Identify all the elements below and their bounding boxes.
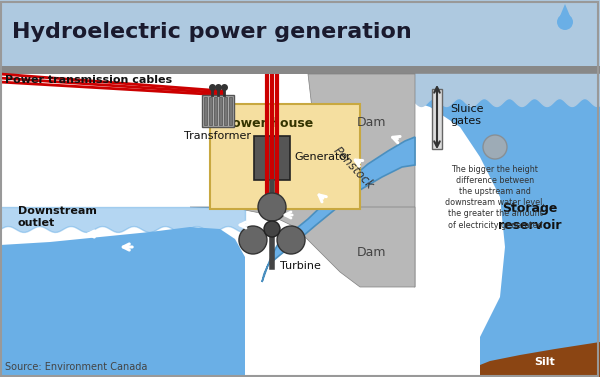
Bar xyxy=(219,97,222,125)
Polygon shape xyxy=(190,207,415,287)
Text: Silt: Silt xyxy=(535,357,556,367)
Bar xyxy=(0,66,600,74)
Bar xyxy=(210,104,360,209)
Circle shape xyxy=(239,226,267,254)
Polygon shape xyxy=(308,74,415,287)
Bar xyxy=(209,97,212,125)
Text: Dam: Dam xyxy=(357,115,387,129)
Polygon shape xyxy=(262,137,415,282)
Text: Sluice
gates: Sluice gates xyxy=(450,104,484,126)
Text: Transformer: Transformer xyxy=(185,131,251,141)
Text: Penstock: Penstock xyxy=(330,144,376,192)
Polygon shape xyxy=(560,4,570,16)
Circle shape xyxy=(483,135,507,159)
Bar xyxy=(204,97,207,125)
FancyBboxPatch shape xyxy=(254,136,290,180)
Bar xyxy=(202,95,234,127)
Text: Turbine: Turbine xyxy=(280,261,321,271)
Bar xyxy=(224,97,227,125)
Text: Power house: Power house xyxy=(223,117,313,130)
Circle shape xyxy=(264,221,280,237)
Circle shape xyxy=(557,14,573,30)
Bar xyxy=(0,0,600,67)
Text: Dam: Dam xyxy=(357,245,387,259)
Bar xyxy=(229,97,232,125)
Text: Downstream
outlet: Downstream outlet xyxy=(18,206,97,228)
Circle shape xyxy=(258,193,286,221)
Text: Hydroelectric power generation: Hydroelectric power generation xyxy=(12,22,412,42)
Text: The bigger the height
difference between
the upstream and
downstream water level: The bigger the height difference between… xyxy=(445,165,545,230)
Text: Storage
reservoir: Storage reservoir xyxy=(498,202,562,232)
Polygon shape xyxy=(415,74,600,377)
Polygon shape xyxy=(480,342,600,377)
Text: Generator: Generator xyxy=(294,152,351,162)
Bar xyxy=(432,89,442,149)
Bar xyxy=(214,97,217,125)
Circle shape xyxy=(277,226,305,254)
Bar xyxy=(0,74,600,377)
Text: Power transmission cables: Power transmission cables xyxy=(5,75,172,85)
Polygon shape xyxy=(0,227,245,377)
Bar xyxy=(0,74,600,377)
Text: Source: Environment Canada: Source: Environment Canada xyxy=(5,362,148,372)
